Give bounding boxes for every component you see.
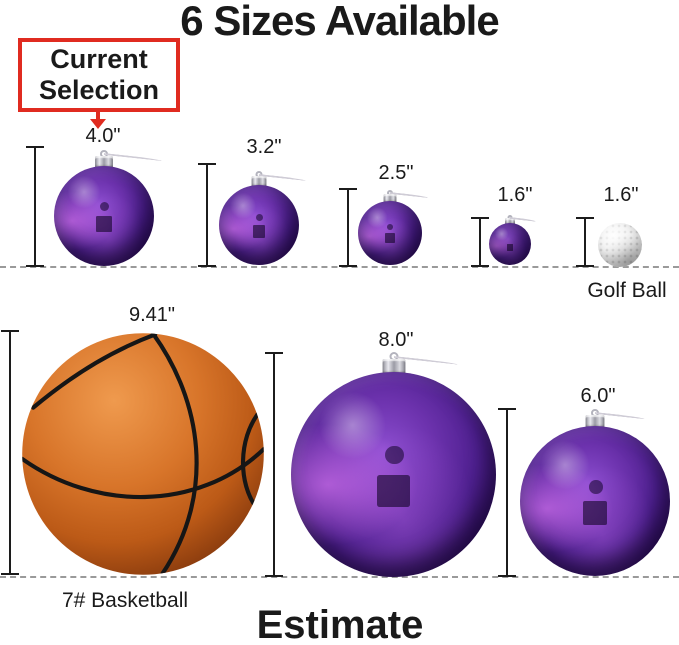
size-label-4-0: 4.0"	[85, 125, 121, 147]
ball-surface	[520, 426, 670, 576]
reflection-square	[252, 225, 266, 238]
size-label-golf: 1.6"	[603, 184, 639, 206]
golf-ball-caption: Golf Ball	[587, 279, 667, 302]
reflection-dot	[100, 202, 109, 211]
page-title: 6 Sizes Available	[180, 0, 499, 44]
ornament-cap-icon	[383, 194, 397, 203]
ornament-cap-icon	[505, 218, 515, 225]
reflection-square	[377, 474, 410, 508]
reflection-square	[96, 216, 112, 232]
ornament-cap-icon	[95, 156, 113, 168]
ball-surface	[358, 201, 422, 265]
size-label-2-5: 2.5"	[378, 162, 414, 184]
ornament-cap-icon	[382, 359, 405, 374]
ornament-cap-icon	[585, 415, 605, 428]
current-selection-line2: Selection	[38, 75, 160, 105]
reflection-dot	[387, 224, 394, 230]
separator-dashed-line-bottom	[0, 576, 679, 578]
size-label-8-0: 8.0"	[378, 329, 414, 351]
ball-surface	[489, 223, 531, 265]
reflection-dot	[255, 213, 263, 221]
measure-line-4-0	[26, 146, 44, 267]
golf-ball	[598, 223, 642, 267]
reflection-square	[583, 501, 607, 525]
measure-line-golf	[576, 217, 594, 267]
reflection-dot	[385, 445, 404, 465]
down-arrow-head	[90, 119, 106, 129]
basketball	[22, 333, 264, 575]
reflection-square	[506, 244, 514, 251]
down-arrow-stem	[96, 112, 100, 120]
footer-estimate-label: Estimate	[256, 603, 424, 645]
basketball-caption: 7# Basketball	[61, 589, 189, 612]
measure-line-basketball	[1, 330, 19, 575]
measure-line-6-0	[498, 408, 516, 577]
current-selection-badge: Current Selection	[18, 38, 180, 112]
size-label-6-0: 6.0"	[580, 385, 616, 407]
measure-line-2-5	[339, 188, 357, 267]
ball-surface	[219, 185, 299, 265]
size-label-9-41: 9.41"	[128, 304, 176, 326]
reflection-dot	[589, 480, 603, 494]
reflection-square	[384, 233, 396, 244]
size-label-1-6: 1.6"	[497, 184, 533, 206]
ornament-cap-icon	[251, 176, 267, 187]
size-label-3-2: 3.2"	[246, 136, 282, 158]
separator-dashed-line-top	[0, 266, 679, 268]
measure-line-1-6	[471, 217, 489, 267]
ball-surface	[291, 372, 496, 577]
measure-line-3-2	[198, 163, 216, 267]
current-selection-line1: Current	[50, 44, 148, 74]
measure-line-8-0	[265, 352, 283, 577]
ball-surface	[54, 166, 154, 266]
